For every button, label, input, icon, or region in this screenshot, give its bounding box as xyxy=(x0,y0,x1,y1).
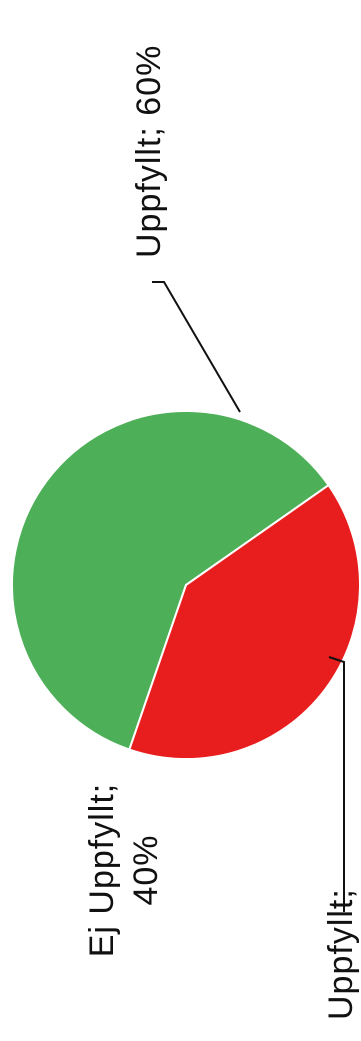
leader-line-uppfyllt-top xyxy=(152,281,241,413)
slice-label-ej-uppfyllt-line2: 40% xyxy=(127,834,165,905)
slice-label-uppfyllt: Uppfyllt; 60% xyxy=(130,45,168,258)
leader-line-uppfyllt-bottom xyxy=(328,656,345,912)
slice-label-uppfyllt-extra: Uppfyllt; xyxy=(322,888,360,1020)
pie-slice-ej-uppfyllt xyxy=(128,483,361,760)
slice-label-ej-uppfyllt-line1: Ej Uppfyllt; xyxy=(83,783,121,958)
pie-slice-uppfyllt xyxy=(11,410,330,751)
pie-slices xyxy=(11,410,361,760)
